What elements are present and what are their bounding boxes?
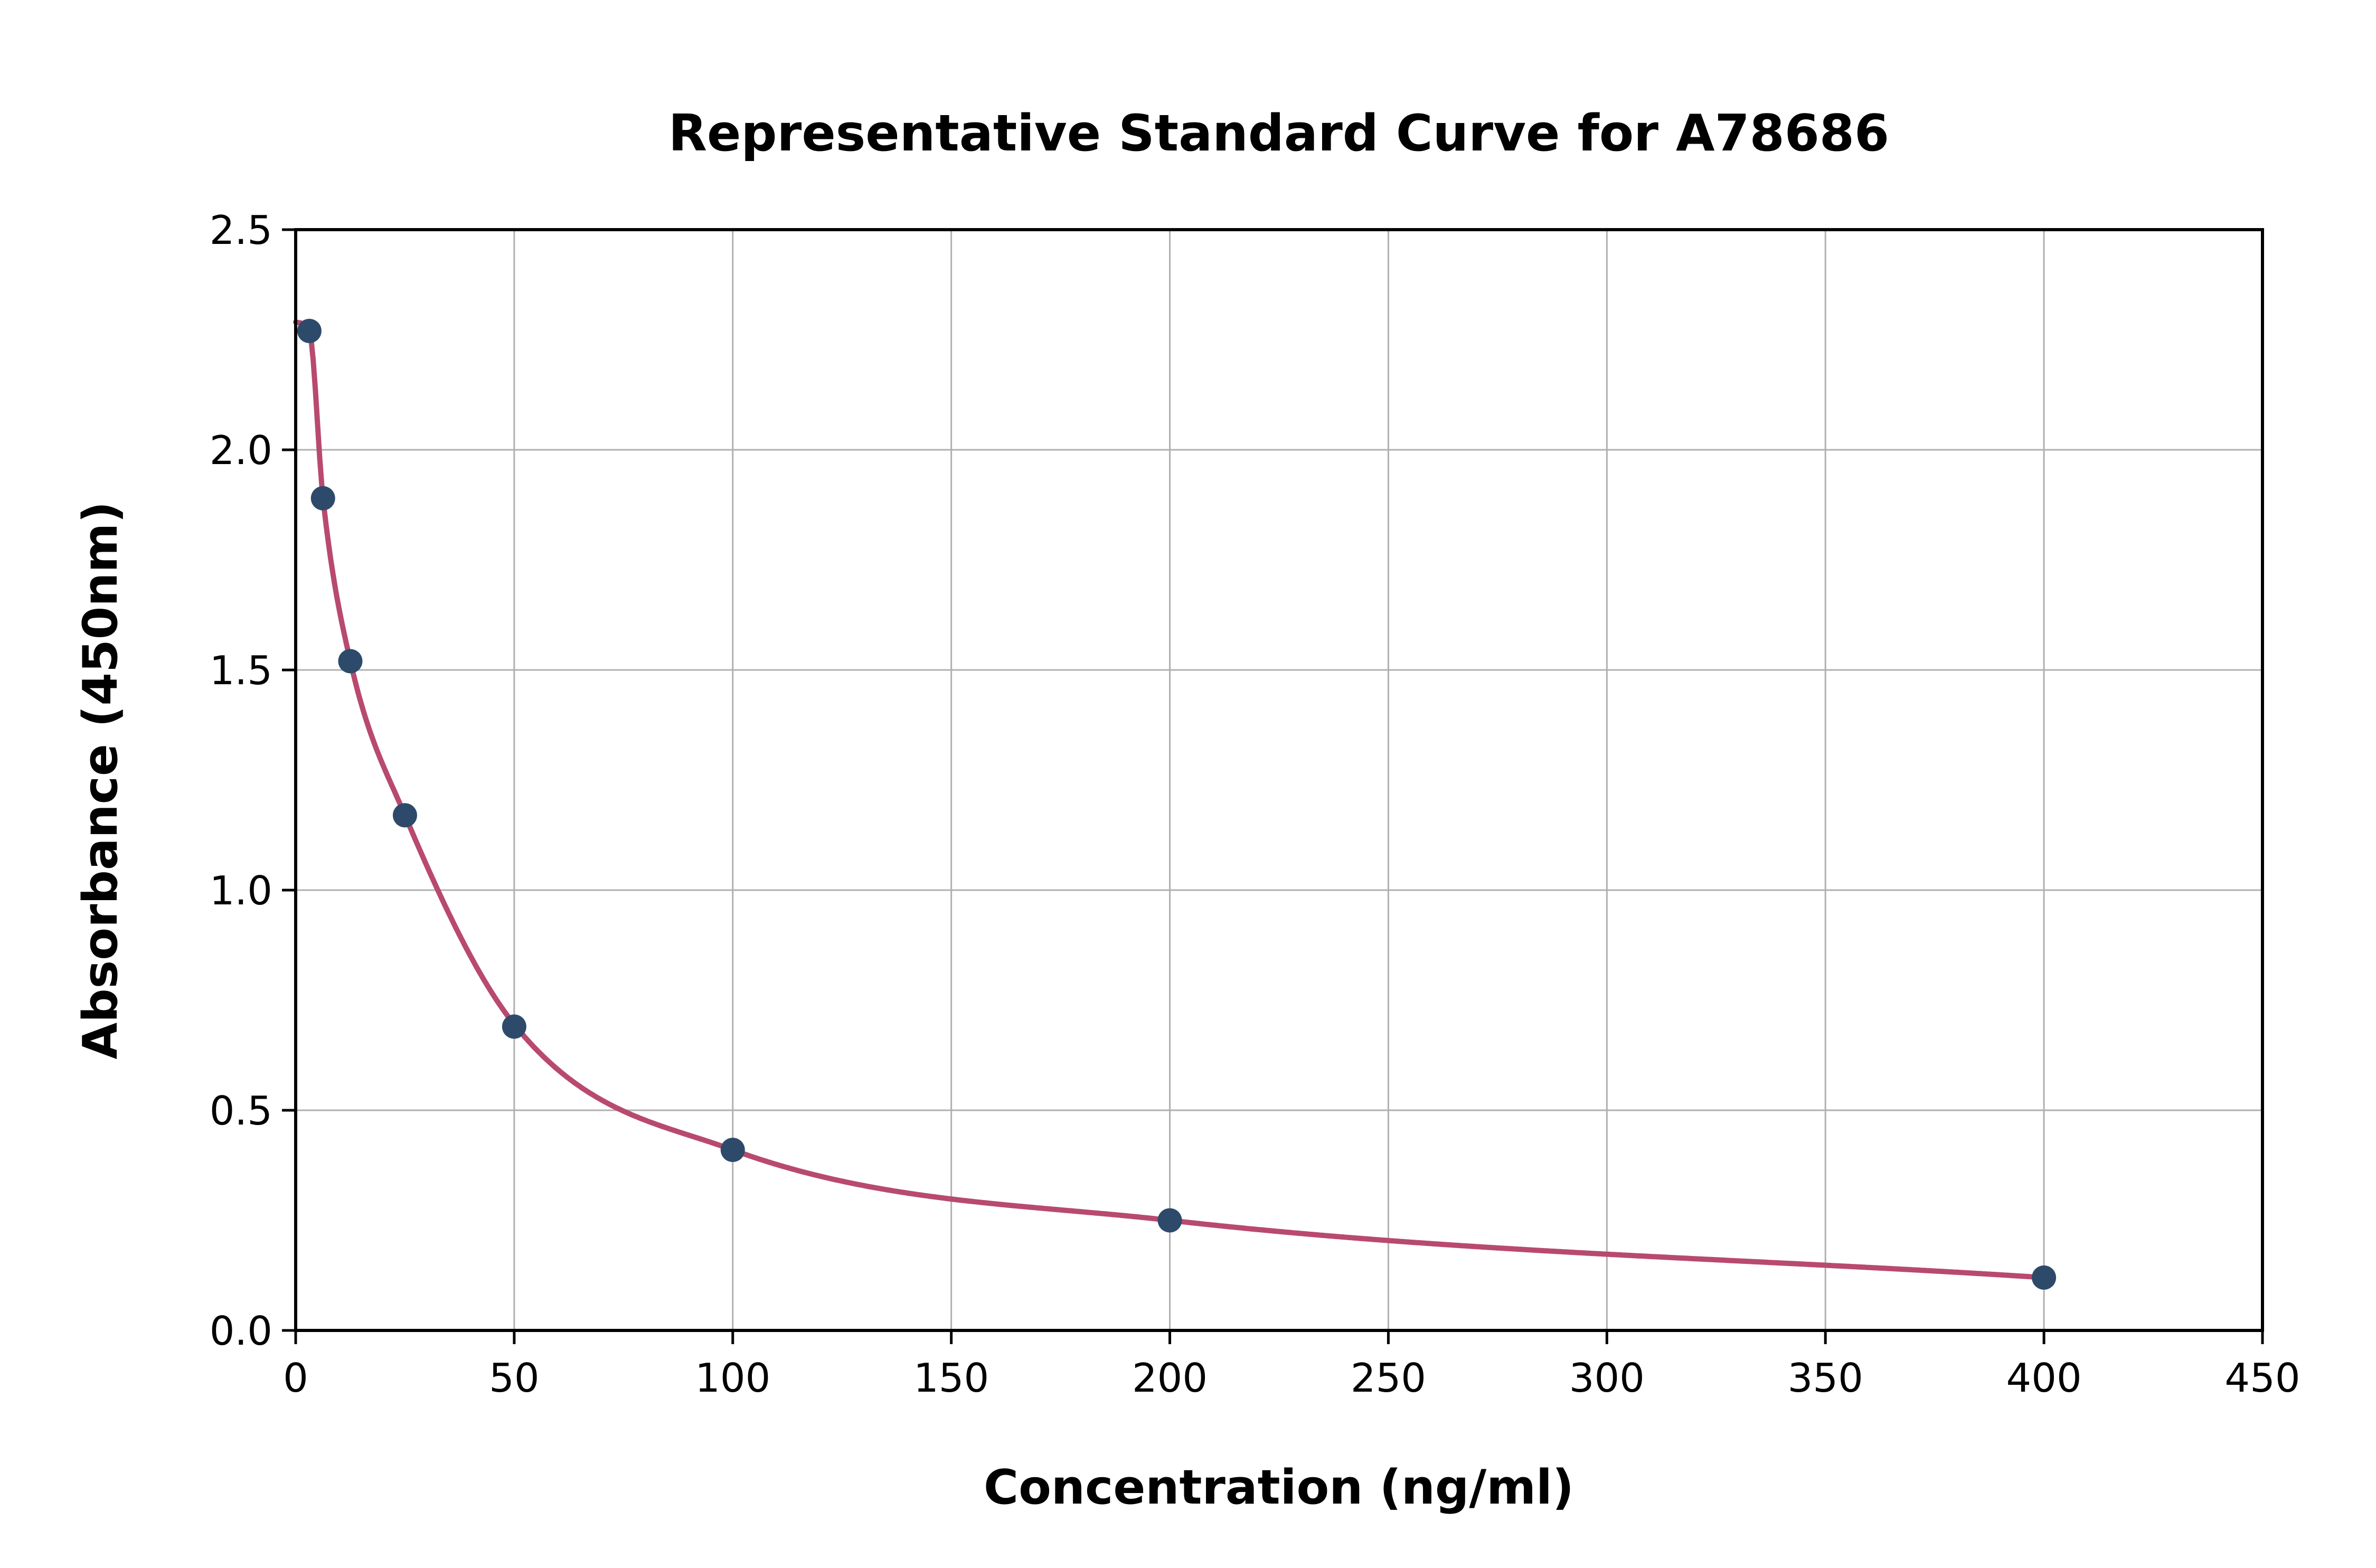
y-axis-label: Absorbance (450nm) [73, 502, 128, 1060]
y-tick-label: 0.0 [210, 1308, 272, 1354]
x-tick-label: 250 [1351, 1355, 1426, 1401]
y-tick-label: 1.0 [210, 867, 272, 914]
y-tick-label: 1.5 [210, 647, 272, 694]
data-point [502, 1014, 526, 1039]
x-tick-label: 50 [489, 1355, 539, 1401]
y-tick-label: 2.5 [210, 207, 272, 253]
data-point [1157, 1208, 1182, 1233]
data-point [338, 649, 363, 674]
plot-area: 0 50 100 150 200 250 300 350 400 450 0.0 0.5 1.0 1.5 2… [210, 207, 2300, 1401]
x-axis-label: Concentration (ng/ml) [984, 1460, 1574, 1515]
x-tick-label: 200 [1132, 1355, 1208, 1401]
x-tick-label: 150 [913, 1355, 989, 1401]
x-tick-label: 350 [1788, 1355, 1863, 1401]
data-point [297, 318, 322, 343]
y-tick-label: 2.0 [210, 427, 272, 474]
data-point [392, 803, 417, 828]
x-tick-label: 300 [1569, 1355, 1645, 1401]
plot-frame [294, 228, 2264, 1332]
x-tick-label: 450 [2224, 1355, 2300, 1401]
x-tick-label: 100 [695, 1355, 770, 1401]
x-tick-label: 0 [283, 1355, 308, 1401]
data-point [2032, 1265, 2057, 1290]
x-tick-label: 400 [2006, 1355, 2082, 1401]
y-tick-label: 0.5 [210, 1088, 272, 1134]
data-point [310, 486, 335, 511]
chart-title: Representative Standard Curve for A78686 [668, 105, 1889, 163]
data-point [720, 1138, 745, 1163]
